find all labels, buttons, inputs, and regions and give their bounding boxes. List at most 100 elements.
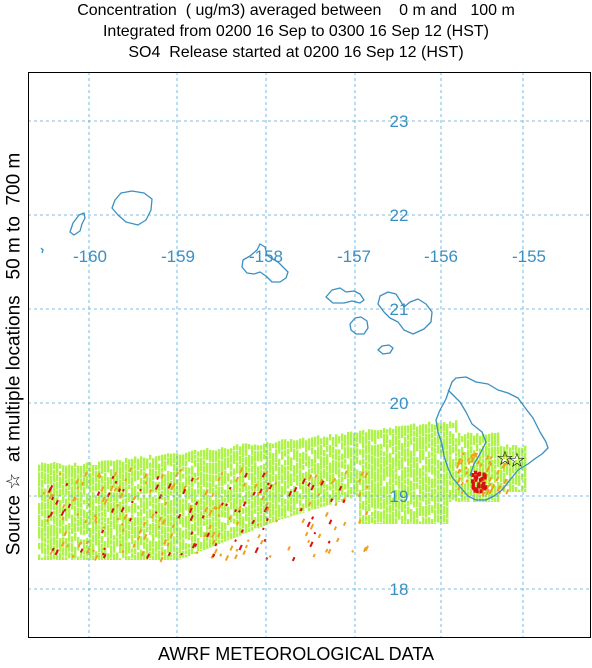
plume-cell — [383, 433, 386, 447]
plume-cell-mid — [287, 546, 291, 551]
plume-cell — [227, 506, 230, 520]
plume-cell-mid — [142, 521, 147, 527]
plume-cell — [365, 432, 368, 444]
plume-cell — [371, 455, 374, 465]
plume-cell — [383, 510, 386, 520]
plume-cell-mid — [120, 522, 124, 526]
plume-cell — [92, 499, 95, 512]
plume-cell — [392, 483, 395, 493]
plume-cell — [311, 509, 314, 511]
plume-cell — [263, 505, 266, 513]
plume-cell — [182, 498, 185, 503]
plume-cell — [194, 449, 197, 455]
plume-cell — [149, 551, 152, 559]
plume-cell — [260, 470, 263, 482]
plume-cell-mid — [470, 459, 474, 463]
plume-cell — [518, 447, 521, 462]
plume-cell — [434, 431, 437, 436]
plume-cell-high — [252, 491, 256, 496]
plume-cell — [323, 468, 326, 479]
plume-cell — [194, 489, 197, 502]
plume-cell — [521, 473, 524, 481]
plume-cell — [455, 488, 458, 502]
plume-cell — [119, 466, 122, 480]
plume-cell — [146, 537, 149, 543]
plume-cell-mid — [208, 524, 213, 530]
plume-cell — [377, 468, 380, 482]
plume-cell — [164, 486, 167, 497]
plume-cell — [197, 451, 200, 457]
plume-cell — [38, 472, 41, 487]
plume-cell — [380, 456, 383, 464]
plume-cell — [185, 466, 188, 476]
plume-cell-mid — [98, 474, 102, 479]
plume-cell — [407, 519, 410, 524]
plume-cell — [134, 486, 137, 500]
plume-cell — [101, 536, 104, 544]
plume-cell-mid — [489, 456, 493, 460]
plume-cell — [209, 518, 212, 530]
plume-cell — [452, 446, 455, 454]
plume-cell — [404, 479, 407, 484]
plume-cell — [242, 507, 245, 514]
plume-cell-high — [328, 519, 333, 525]
plume-cell — [443, 501, 446, 506]
plume-cell-mid — [465, 479, 469, 483]
source-markers: ☆☆ — [496, 446, 526, 472]
plume-cell — [299, 499, 302, 507]
plume-cell — [74, 467, 77, 480]
plume-cell — [287, 484, 290, 489]
plume-cell — [275, 442, 278, 449]
maui-coastline — [377, 291, 433, 335]
plume-cell — [389, 504, 392, 513]
plume-cell — [404, 425, 407, 437]
plume-cell — [38, 554, 41, 560]
plume-cell — [233, 451, 236, 464]
plume-cell — [266, 441, 269, 449]
plume-cell — [95, 465, 98, 471]
plume-cell-high — [60, 510, 65, 517]
plume-cell — [275, 462, 278, 472]
plume-cell — [251, 473, 254, 486]
plume-cell-high — [156, 475, 160, 481]
plume-cell — [428, 485, 431, 493]
plume-cell — [50, 524, 53, 537]
plume-cell-mid — [75, 478, 80, 485]
plume-cell — [326, 497, 329, 506]
plume-cell — [71, 465, 74, 478]
plume-cell — [356, 469, 359, 480]
plume-cell — [236, 505, 239, 519]
plume-cell — [128, 472, 131, 485]
plume-cell-high — [234, 539, 237, 543]
plume-cell — [62, 516, 65, 525]
plume-cell — [479, 455, 482, 461]
plume-cell — [251, 526, 254, 531]
plume-cell — [473, 435, 476, 445]
plume-cell — [131, 553, 134, 559]
plume-cell — [284, 450, 287, 457]
plume-cell-high — [158, 494, 163, 500]
plume-cell — [263, 491, 266, 496]
plume-cell — [488, 481, 491, 487]
plume-cell — [188, 467, 191, 474]
plume-cell-high — [49, 511, 54, 517]
plume-cell — [101, 511, 104, 516]
plume-cell — [500, 460, 503, 470]
plume-cell — [464, 501, 467, 502]
plume-cell — [131, 487, 134, 496]
plume-cell — [191, 488, 194, 496]
plume-cell — [194, 533, 197, 543]
plume-cell — [443, 487, 446, 501]
plume-cell — [185, 528, 188, 539]
plume-cell-mid — [481, 491, 486, 497]
plume-cell — [524, 466, 527, 477]
plume-cell-mid — [496, 469, 500, 475]
plume-cell — [431, 478, 434, 488]
plume-cell — [230, 501, 233, 510]
plume-cell — [425, 456, 428, 465]
plume-cell — [392, 457, 395, 470]
plume-cell — [179, 541, 182, 554]
plume-cell — [239, 527, 242, 536]
plume-cell — [308, 498, 311, 508]
plume-cell — [86, 511, 89, 523]
